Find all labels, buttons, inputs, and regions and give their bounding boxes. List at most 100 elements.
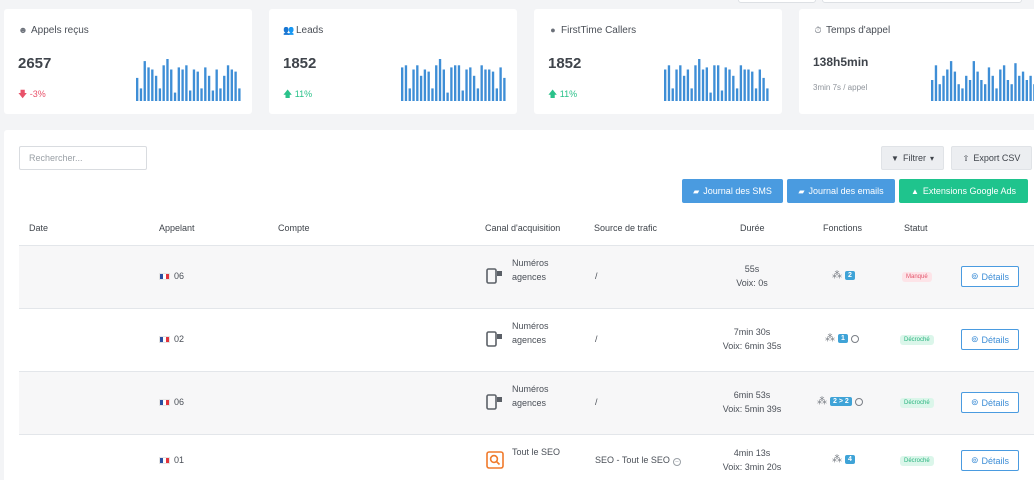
traffic-source: / [595,271,598,281]
info-icon: ⊚ [970,271,979,281]
sparkline-bar [995,88,998,101]
sparkline-bar [223,75,226,101]
stat-trend: 🡅 11% [548,89,578,99]
google-ads-extensions-button[interactable]: ▲ Extensions Google Ads [899,179,1028,203]
sparkline-bar [438,59,442,101]
details-button[interactable]: ⊚ Détails [961,329,1019,350]
sparkline-bar [143,61,146,101]
stat-card-call-time: ⏱ Temps d'appel 138h5min 3min 7s / appel [799,9,1034,114]
sparkline-chart [931,61,1034,101]
headset-icon: ☻ [18,25,28,35]
stopwatch-icon: ⏱ [814,25,822,35]
sparkline-bar [234,71,237,101]
export-csv-button[interactable]: ⇧ Export CSV [951,146,1032,170]
seo-search-icon [486,451,504,469]
channel-name: Tout le SEO [512,447,561,457]
sparkline-bar [732,75,735,101]
sparkline-bar [754,88,758,101]
channel-name: Numéros agences [512,321,549,345]
details-button[interactable]: ⊚ Détails [961,266,1019,287]
info-icon: ⊚ [970,397,979,407]
functions-count: 1 [838,334,848,343]
stat-title: Appels reçus [31,25,89,36]
sparkline-bar [226,65,230,101]
stat-title: Leads [296,25,324,36]
sparkline-bar [694,65,697,101]
functions-count: 2 > 2 [830,397,852,406]
france-flag-icon [159,457,170,464]
functions-cell: ⁂ 2 > 2 [817,396,863,407]
details-button[interactable]: ⊚ Détails [961,450,1019,471]
sparkline-bar [667,65,671,101]
sparkline-bar [173,92,177,101]
traffic-source: SEO - Tout le SEO – [595,455,681,466]
stat-value: 138h5min [813,55,869,69]
functions-count: 4 [845,455,855,464]
call-duration: 6min 53s Voix: 5min 39s [722,390,782,414]
sparkline-bar [461,90,464,101]
google-ads-icon: ▲ [911,186,919,196]
france-flag-icon [159,273,170,280]
sms-log-button[interactable]: ▰ Journal des SMS [682,179,783,203]
top-control-stub [738,0,816,3]
col-header-source[interactable]: Source de trafic [594,223,658,233]
sparkline-bar [762,77,765,101]
sparkline-bar [158,88,162,101]
phone-number-icon [486,268,502,284]
channel-name: Numéros agences [512,258,549,282]
col-header-functions[interactable]: Fonctions [823,223,863,233]
sparkline-bar [980,80,983,101]
sparkline-bar [404,65,408,101]
sparkline-bar [938,84,941,101]
col-header-caller[interactable]: Appelant [159,223,195,233]
stat-value: 1852 [283,55,317,72]
sparkline-bar [495,88,498,101]
sparkline-bar [472,75,476,101]
sparkline-bar [766,88,769,101]
search-input[interactable] [19,146,147,170]
col-header-duration[interactable]: Durée [740,223,765,233]
email-log-button[interactable]: ▰ Journal des emails [787,179,895,203]
sparkline-bar [450,67,453,101]
sparkline-bar [953,71,957,101]
top-control-stub [822,0,1022,3]
sparkline-bar [713,65,716,101]
info-circle-icon[interactable]: – [672,458,681,466]
functions-cell: ⁂ 4 [832,454,855,465]
sparkline-bar [1006,80,1010,101]
sparkline-bar [743,69,746,101]
traffic-source: / [595,334,598,344]
user-circle-icon [850,334,859,343]
col-header-date[interactable]: Date [29,223,49,233]
sparkline-bar [957,84,960,101]
sparkline-bar [934,65,938,101]
sparkline-bar [484,69,487,101]
stat-title: Temps d'appel [826,25,891,36]
sparkline-chart [664,59,769,101]
sparkline-bar [219,88,222,101]
sparkline-bar [412,69,415,101]
sitemap-icon: ⁂ [832,454,842,465]
header-divider [19,245,1034,246]
sparkline-bar [476,88,480,101]
caller-number: 02 [159,334,184,344]
col-header-account[interactable]: Compte [278,223,310,233]
users-icon: 👥 [283,25,295,35]
col-header-status[interactable]: Statut [904,223,928,233]
sparkline-bar [675,69,678,101]
col-header-channel[interactable]: Canal d'acquisition [485,223,561,233]
functions-count: 2 [845,271,855,280]
sparkline-bar [200,88,203,101]
sparkline-bar [454,65,457,101]
sparkline-bar [139,88,143,101]
sparkline-bar [968,80,972,101]
sparkline-bar [196,71,199,101]
sparkline-bar [211,90,215,101]
sparkline-bar [435,65,438,101]
details-button[interactable]: ⊚ Détails [961,392,1019,413]
user-shield-icon: ● [550,25,556,35]
sparkline-bar [751,71,754,101]
status-badge: Décroché [900,456,934,466]
sparkline-bar [735,88,739,101]
filter-button[interactable]: ▼ Filtrer ▾ [881,146,944,170]
